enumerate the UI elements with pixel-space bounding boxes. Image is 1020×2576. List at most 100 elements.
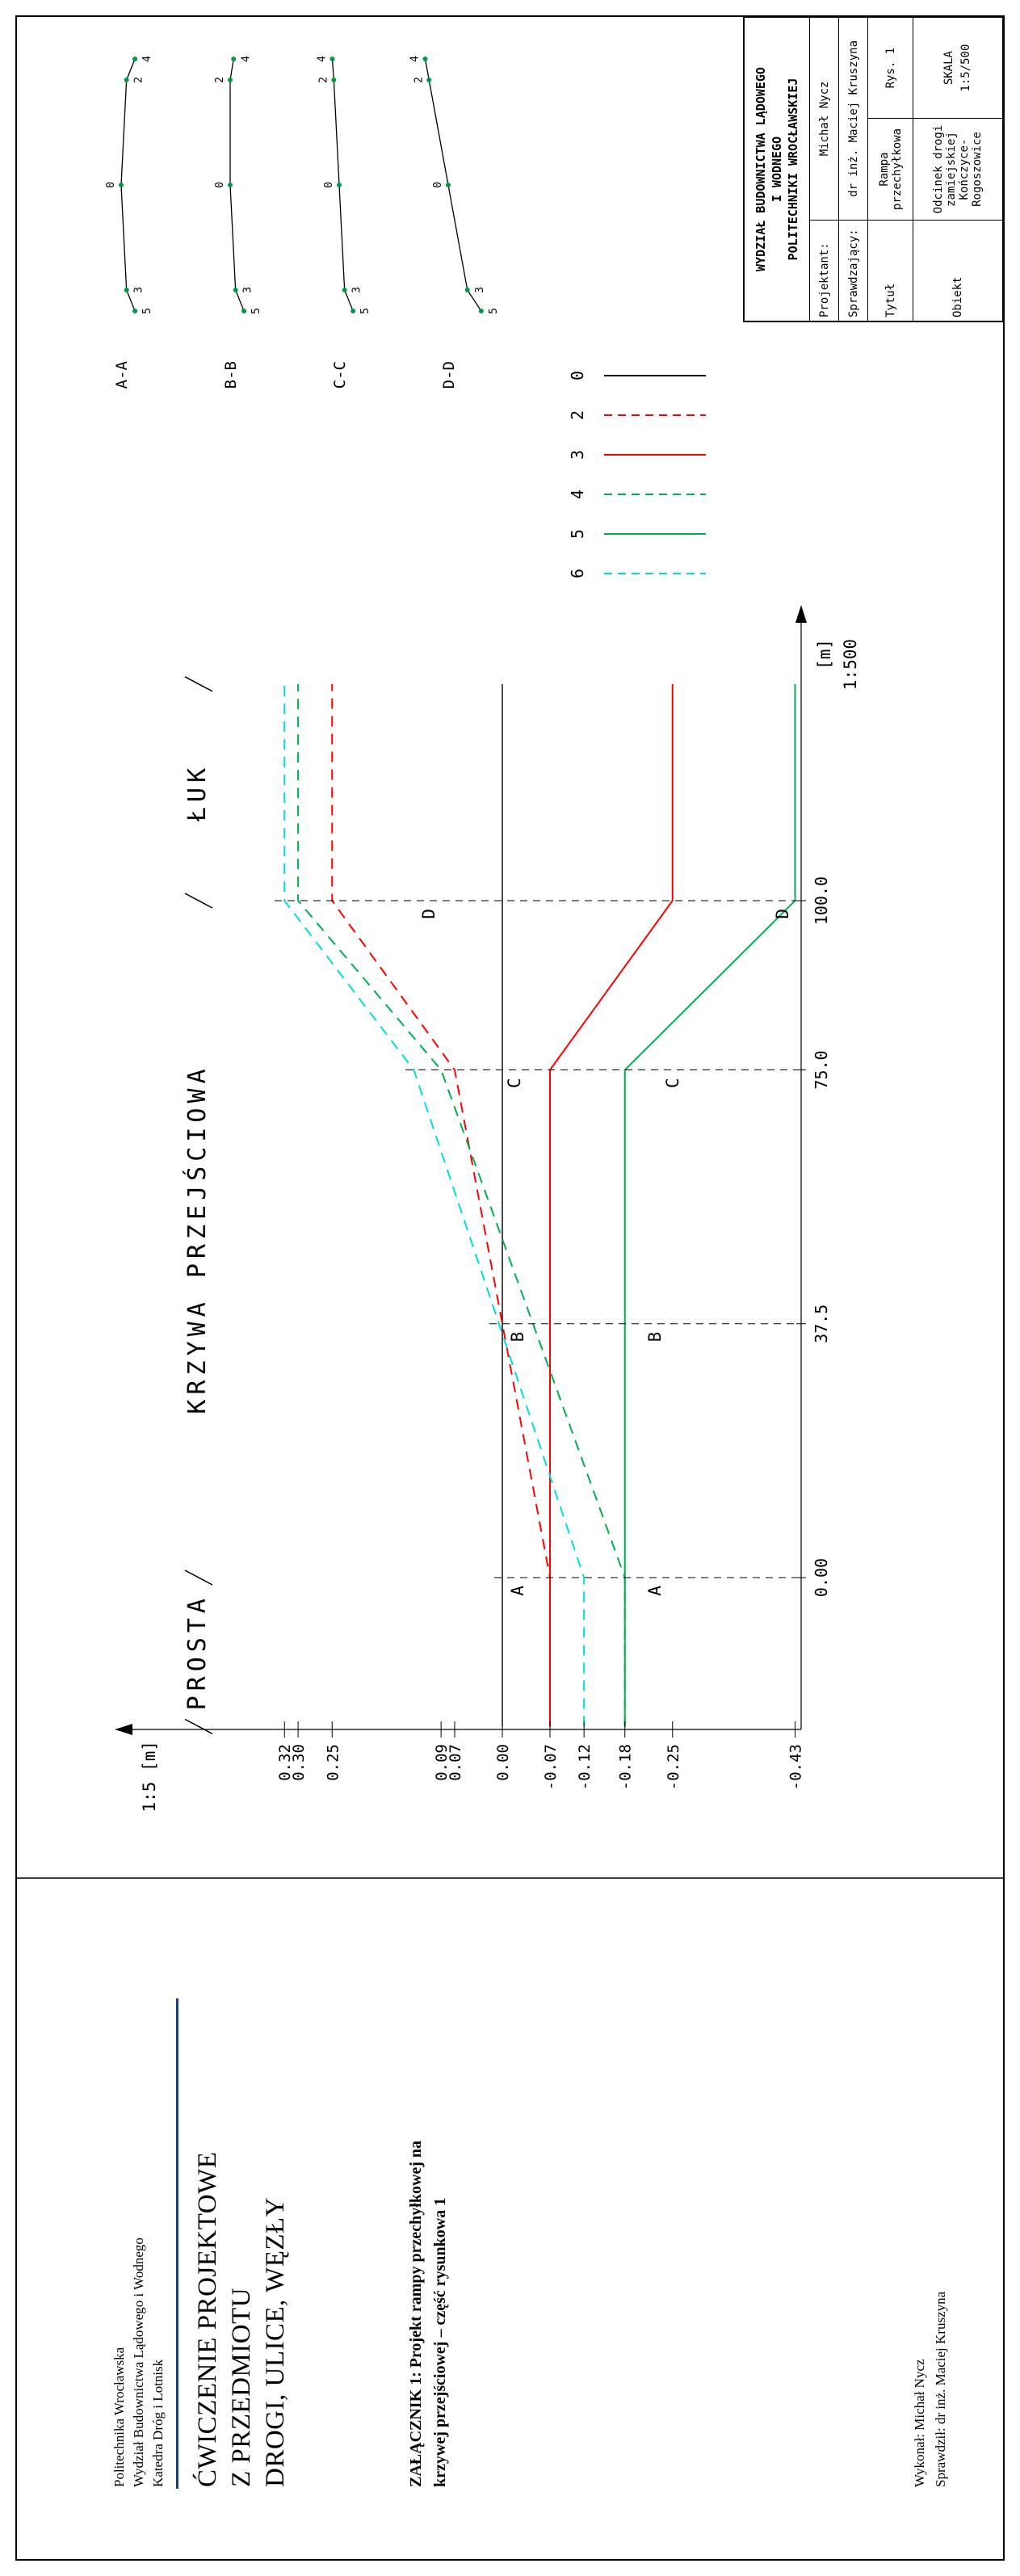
titleblock-header-line: POLITECHNIKI WROCŁAWSKIEJ	[786, 78, 801, 261]
cross-section-point-number: 0	[323, 182, 335, 188]
cross-section-point-number: 2	[133, 77, 145, 83]
sheet-frame	[15, 15, 1005, 2561]
cross-section-point-dot	[446, 183, 451, 187]
station-markers: 0.00 A A 37.5 B B 75.0 C C 100.0 D D	[275, 876, 831, 1597]
cross-section-point-number: 3	[474, 287, 486, 293]
cross-section-point-dot	[119, 183, 124, 187]
attachment-line: krzywej przejściowej – część rysunkowa 1	[431, 2197, 449, 2487]
profile-line-6	[283, 683, 586, 1727]
cross-section-point-number: 5	[250, 308, 262, 314]
cross-section-point-number: 3	[351, 287, 363, 293]
x-axis-arrow-icon	[795, 605, 807, 623]
cross-section-name: D-D	[440, 361, 458, 389]
cross-section-point-dot	[231, 57, 237, 61]
cross-section-point-dot	[233, 288, 238, 292]
accent-rule	[176, 1998, 178, 2489]
cross-section-point-dot	[132, 57, 138, 61]
checked-by-line: Sprawdził: dr inż. Maciej Kruszyna	[933, 2291, 949, 2487]
course-title-block: ĆWICZENIE PROJEKTOWE Z PRZEDMIOTU DROGI,…	[191, 2152, 293, 2487]
cross-section-point-number: 4	[409, 56, 422, 62]
cross-section-point-dot	[241, 309, 247, 313]
titleblock-header-line: WYDZIAŁ BUDOWNICTWA LĄDOWEGO	[753, 67, 768, 271]
cross-section-point-dot	[422, 57, 428, 61]
obiekt-label: Obiekt	[913, 220, 1003, 321]
tytul-label: Tytuł	[867, 220, 913, 321]
y-tick-label: 0.30	[290, 1744, 308, 1781]
projektant-label: Projektant:	[809, 220, 839, 321]
y-tick-label: -0.07	[542, 1744, 560, 1790]
tytul-value: Rampa przechyłkowa	[867, 118, 913, 221]
y-tick-label: -0.18	[617, 1744, 635, 1790]
cross-section-name: C-C	[331, 361, 349, 389]
profile-line-5	[623, 683, 796, 1727]
legend-number: 2	[568, 410, 587, 420]
titleblock-header: WYDZIAŁ BUDOWNICTWA LĄDOWEGO I WODNEGO P…	[744, 17, 810, 321]
cross-section-point-dot	[426, 78, 432, 82]
section-marker-letter: B	[645, 1332, 665, 1343]
cross-section-point-number: 3	[242, 287, 254, 293]
skala-label: SKALA	[942, 51, 955, 86]
section-marker-letter: A	[508, 1586, 527, 1596]
cross-section-profile-C-C	[331, 58, 354, 312]
alignment-zone-labels: PROSTA KRZYWA PRZEJŚCIOWA ŁUK	[182, 676, 213, 1735]
profile-line-4	[297, 683, 626, 1727]
cross-section-point-number: 0	[214, 182, 226, 188]
y-axis-arrow-icon	[115, 1724, 132, 1735]
sprawdzajacy-value: dr inż. Maciej Kruszyna	[838, 17, 868, 221]
legend-number: 3	[568, 450, 587, 460]
cross-section-point-dot	[132, 309, 138, 313]
zone-boundary-slash	[184, 893, 213, 909]
y-tick-label: 0.32	[276, 1744, 294, 1781]
y-axis-scale-label: 1:5 [m]	[140, 1741, 159, 1813]
zone-boundary-slash	[184, 1718, 213, 1735]
y-tick-label: -0.12	[576, 1744, 594, 1790]
section-marker-letter: C	[663, 1078, 682, 1089]
legend-number: 4	[568, 490, 587, 499]
y-tick-label: 0.09	[433, 1744, 451, 1781]
y-tick-label: -0.43	[787, 1744, 804, 1790]
y-axis-ticks: 0.320.30 0.25 0.090.07 0.00 -0.07 -0.12 -0.18 -…	[276, 1721, 804, 1790]
attachment-line: ZAŁĄCZNIK 1: Projekt rampy przechyłkowej…	[407, 2140, 425, 2487]
cross-section-point-number: 3	[133, 287, 145, 293]
cross-section-name: B-B	[222, 361, 240, 389]
course-title-line: ĆWICZENIE PROJEKTOWE	[193, 2151, 222, 2487]
cross-section-point-number: 4	[316, 56, 328, 62]
cross-section-point-dot	[228, 183, 233, 187]
zone-label: ŁUK	[183, 763, 212, 822]
y-tick-label: -0.25	[665, 1744, 682, 1790]
section-marker-letter: D	[419, 909, 439, 919]
attachment-title-block: ZAŁĄCZNIK 1: Projekt rampy przechyłkowej…	[404, 2141, 452, 2487]
sprawdzajacy-label: Sprawdzający:	[838, 220, 868, 321]
profile-line-2	[331, 683, 552, 1727]
zone-label: KRZYWA PRZEJŚCIOWA	[182, 1064, 212, 1414]
cross-section-point-number: 4	[141, 56, 153, 62]
cross-section-point-number: 2	[413, 77, 425, 83]
zone-boundary-slash	[184, 1570, 213, 1586]
cross-section-point-dot	[124, 78, 129, 82]
edge-profile-lines	[283, 683, 796, 1727]
cross-section-point-dot	[478, 309, 484, 313]
cross-section-point-number: 2	[317, 77, 330, 83]
cross-section-point-number: 4	[240, 56, 252, 62]
cross-section-point-dot	[330, 57, 335, 61]
cross-section-point-dot	[331, 78, 337, 82]
line-number-legend: 0 2 3 4 5 6	[568, 371, 706, 578]
institution-line: Wydział Budownictwa Lądowego i Wodnego	[130, 2238, 146, 2487]
station-label: 0.00	[812, 1558, 831, 1597]
cross-section-point-number: 0	[432, 182, 444, 188]
zone-label: PROSTA	[183, 1594, 212, 1710]
institution-line: Politechnika Wrocławska	[111, 2347, 127, 2487]
projektant-value: Michał Nycz	[809, 17, 839, 221]
legend-number: 5	[568, 529, 587, 539]
rys-number: Rys. 1	[867, 17, 913, 119]
cross-section-point-dot	[350, 309, 356, 313]
station-label: 75.0	[812, 1050, 831, 1089]
section-marker-letter: B	[508, 1332, 527, 1343]
legend-number: 0	[568, 371, 587, 380]
y-tick-label: 0.25	[324, 1744, 342, 1781]
skala-value: 1:5/500	[959, 44, 972, 92]
legend-number: 6	[568, 569, 587, 578]
x-axis-unit-label: [m]	[815, 639, 834, 670]
